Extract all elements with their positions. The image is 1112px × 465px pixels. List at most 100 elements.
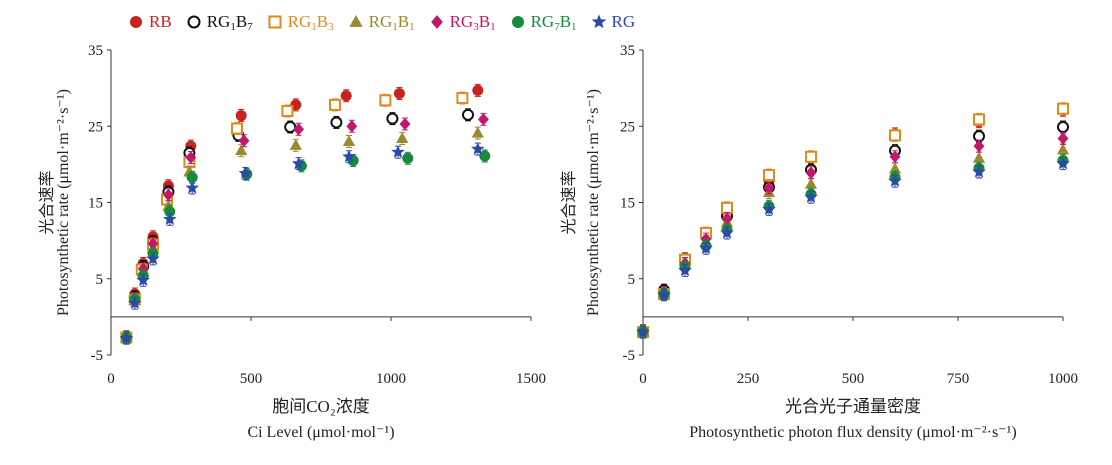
x-tick-label: 1000 [376,371,406,387]
chart-legend: RB RG1B7 RG1B3 RG1B1 RG3B1 RG7B1 RG [128,8,649,36]
legend-marker [511,16,524,28]
data-point [379,94,392,107]
data-point [346,119,358,133]
triangle-marker-icon [349,14,363,27]
series-RG [636,156,1070,339]
data-point [162,212,177,225]
data-point [456,92,469,105]
legend-marker [268,15,282,29]
data-point [1057,121,1069,134]
x-axis-label-en: Ci Level (μmol·mol⁻¹) [247,424,394,441]
data-point [888,174,902,187]
data-point [185,180,199,194]
data-point [973,113,985,126]
data-point [386,112,399,125]
y-axis-label-en: Photosynthetic rate (μmol·m⁻²·s⁻¹) [55,89,72,316]
data-point [342,134,356,146]
series-RB [120,83,484,344]
legend-marker [187,15,201,29]
data-point [391,145,405,158]
data-point [1056,143,1070,155]
y-tick-label: 15 [620,196,635,212]
data-point [119,331,134,345]
data-point [238,134,250,148]
x-tick-label: 500 [842,371,865,387]
data-point [1057,102,1069,115]
data-point [805,166,817,180]
data-point [471,126,484,138]
circle-marker-icon [187,15,201,29]
data-point [763,169,775,182]
data-point [804,177,818,189]
data-point [291,156,306,170]
legend-marker [430,15,443,29]
y-tick-label: 25 [620,119,635,135]
x-tick-label: 0 [107,371,115,387]
data-point [657,287,671,301]
data-point [462,108,474,121]
y-tick-label: 5 [96,272,104,288]
data-point [804,190,818,203]
y-axis-label-cn: 光合速率 [38,170,56,234]
data-point [402,152,414,164]
ci-response-chart: -5 5 15 25 35 0 500 1000 1500 光合速率 Photosynthetic … [38,43,546,441]
data-point [721,201,733,214]
data-point [636,325,650,338]
legend-marker [349,14,363,27]
data-point [162,188,174,202]
legend-item: RG3B1 [429,12,496,33]
y-tick-label: 15 [88,196,103,212]
data-point [472,84,484,96]
x-tick-label: 0 [639,371,647,387]
legend-label: RG1B7 [206,12,253,33]
square-marker-icon [268,15,282,29]
data-point [399,117,411,131]
legend-item: RG [591,12,635,32]
data-point [699,241,713,254]
legend-label: RG7B1 [530,12,577,33]
data-point [340,90,352,102]
data-point [805,150,817,163]
legend-item: RG7B1 [510,12,577,33]
series-RG7B1 [120,149,491,344]
legend-item: RB [128,12,172,32]
series-RG [119,142,485,345]
data-point [231,122,243,135]
data-point [235,110,247,122]
legend-label: RG1B1 [368,12,415,33]
data-point [293,123,305,136]
series-RG1B3 [637,102,1069,339]
x-tick-label: 750 [947,371,970,387]
data-point [186,171,198,183]
data-point [889,150,901,164]
legend-label: RG1B3 [287,12,334,33]
star-marker-icon [591,14,606,29]
x-tick-label: 250 [737,371,760,387]
data-point [342,149,356,163]
data-point [479,150,491,162]
data-point [284,121,297,134]
data-point [235,144,248,156]
data-point [973,139,985,153]
y-tick-label: 5 [628,272,636,288]
y-tick-label: 35 [620,43,635,59]
x-axis-label-en: Photosynthetic photon flux density (μmol… [689,424,1016,441]
data-point [972,151,986,163]
x-tick-label: 1000 [1048,371,1078,387]
legend-item: RG1B7 [186,12,253,33]
y-tick-label: 35 [88,43,103,59]
legend-label: RG3B1 [449,12,496,33]
legend-item: RG1B1 [348,12,415,33]
legend-marker [591,14,606,29]
data-point [396,131,409,143]
x-tick-label: 500 [240,371,263,387]
data-point [972,164,986,178]
data-point [281,105,294,117]
data-point [762,202,776,216]
y-tick-label: 25 [88,119,103,135]
circle-marker-icon [511,16,524,28]
x-tick-label: 1500 [516,371,546,387]
diamond-marker-icon [430,15,443,29]
legend-marker [130,16,142,28]
